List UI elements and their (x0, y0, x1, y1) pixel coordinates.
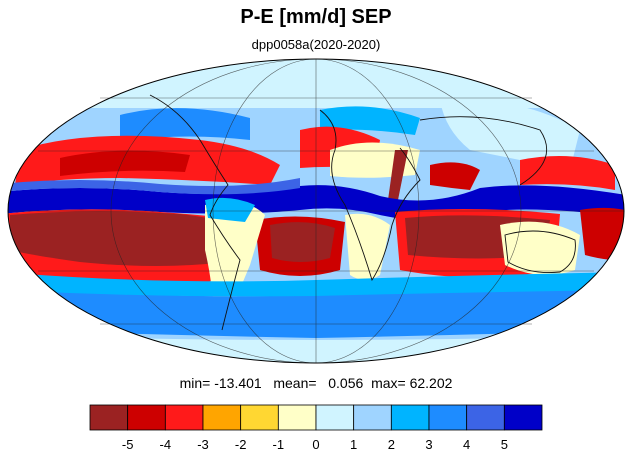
coast-australia (504, 230, 576, 273)
globe-outline (7, 58, 625, 364)
colorbar-swatch-0 (89, 404, 129, 431)
south-pacific-dry-core (10, 211, 230, 266)
western-pacific-dry (520, 156, 615, 190)
colorbar-tick-label: 3 (425, 437, 432, 452)
max-label: max= (371, 375, 406, 391)
red-sea-dry (388, 150, 408, 200)
amazon-moist (205, 197, 255, 222)
mean-value: 0.056 (328, 375, 364, 391)
colorbar-swatch-7 (353, 404, 392, 431)
colorbar-tick-label: -5 (122, 437, 134, 452)
north-pacific-stormtrack (120, 108, 250, 142)
colorbar-tick-label: 0 (312, 437, 319, 452)
south-atlantic-dry-core (270, 222, 335, 262)
colorbar-tick-label: 1 (350, 437, 357, 452)
itcz-edge (8, 178, 300, 195)
coast-asia (419, 116, 548, 186)
southern-africa-land (345, 213, 390, 280)
max-value: 62.202 (409, 375, 453, 391)
colorbar-swatch-9 (428, 404, 468, 431)
colorbar-tick-label: -1 (273, 437, 285, 452)
plot-subtitle: dpp0058a(2020-2020) (251, 37, 381, 52)
colorbar-swatch-4 (240, 404, 279, 431)
colorbar-swatch-3 (202, 404, 242, 431)
coast-americas (149, 94, 241, 331)
coast-africa-europe (319, 109, 421, 282)
statistics-line: min= -13.401 mean= 0.056 max= 62.202 (0, 375, 632, 391)
mean-label: mean= (273, 375, 317, 391)
min-value: -13.401 (214, 375, 262, 391)
north-pacific-dry-core (60, 150, 190, 176)
colorbar-tick-label: -4 (160, 437, 172, 452)
colorbar-tick-label: 2 (388, 437, 395, 452)
colorbar-swatch-1 (127, 404, 166, 431)
colorbar-swatch-11 (503, 404, 543, 431)
colorbar-swatch-10 (466, 404, 505, 431)
colorbar-tick-label: 5 (501, 437, 508, 452)
colorbar-swatch-8 (390, 404, 430, 431)
colorbar-swatch-2 (164, 404, 204, 431)
colorbar-tick-label: 4 (463, 437, 470, 452)
plot-title: P-E [mm/d] SEP (240, 6, 392, 28)
colorbar-swatch-6 (315, 404, 355, 431)
coastlines (149, 94, 576, 331)
min-label: min= (179, 375, 211, 391)
colorbar-swatch-5 (277, 404, 317, 431)
colorbar-tick-label: -2 (235, 437, 247, 452)
arabian-sea-dry (430, 162, 480, 190)
colorbar-tick-label: -3 (197, 437, 209, 452)
